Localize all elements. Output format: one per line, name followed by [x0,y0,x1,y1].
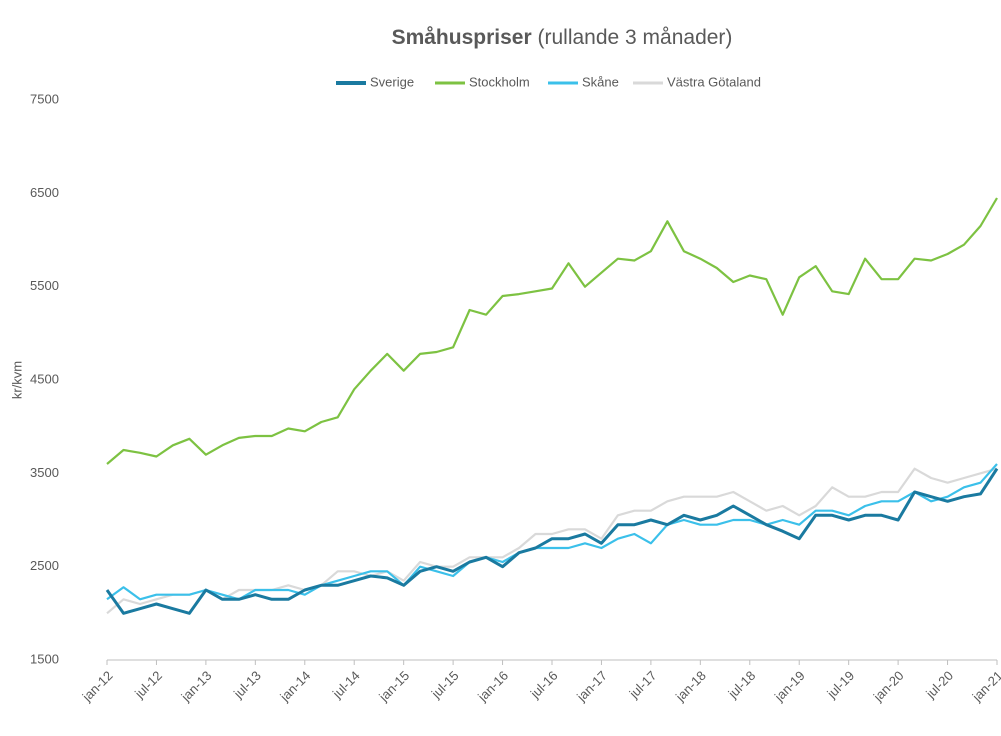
x-tick-label: jul-16 [527,668,561,702]
x-tick-label: jan-17 [573,668,610,705]
series-line [105,467,999,615]
x-tick-label: jul-15 [428,668,462,702]
chart-title: Småhuspriser [392,26,532,49]
x-tick-label: jan-21 [969,668,1001,705]
x-tick-label: jan-15 [375,668,412,705]
y-tick-label: 4500 [30,371,59,386]
x-tick-label: jan-18 [672,668,709,705]
chart-subtitle: (rullande 3 månader) [537,26,732,49]
series-line [106,467,998,615]
x-tick-label: jul-13 [230,668,264,702]
x-tick-label: jan-20 [870,668,907,705]
x-tick-label: jul-12 [131,668,165,702]
x-tick-label: jan-16 [474,668,511,705]
legend-label: Stockholm [469,74,530,89]
y-tick-label: 3500 [30,465,59,480]
x-tick-label: jul-17 [626,668,660,702]
x-tick-label: jan-14 [276,668,313,705]
x-tick-label: jan-12 [79,668,116,705]
x-tick-label: jan-13 [178,668,215,705]
legend-label: Sverige [370,74,414,89]
series-line [106,197,998,465]
chart-title-group: Småhuspriser (rullande 3 månader) [392,26,733,49]
x-tick-label: jul-20 [922,668,956,702]
series-line [106,463,998,601]
y-axis-label: kr/kvm [9,361,24,399]
x-tick-label: jul-14 [329,668,363,702]
x-tick-label: jul-19 [823,668,857,702]
y-tick-label: 1500 [30,651,59,666]
y-tick-label: 5500 [30,278,59,293]
y-tick-label: 2500 [30,558,59,573]
x-tick-label: jan-19 [771,668,808,705]
legend-label: Skåne [582,74,619,89]
y-tick-label: 6500 [30,185,59,200]
y-tick-label: 7500 [30,91,59,106]
legend-label: Västra Götaland [667,74,761,89]
x-tick-label: jul-18 [725,668,759,702]
